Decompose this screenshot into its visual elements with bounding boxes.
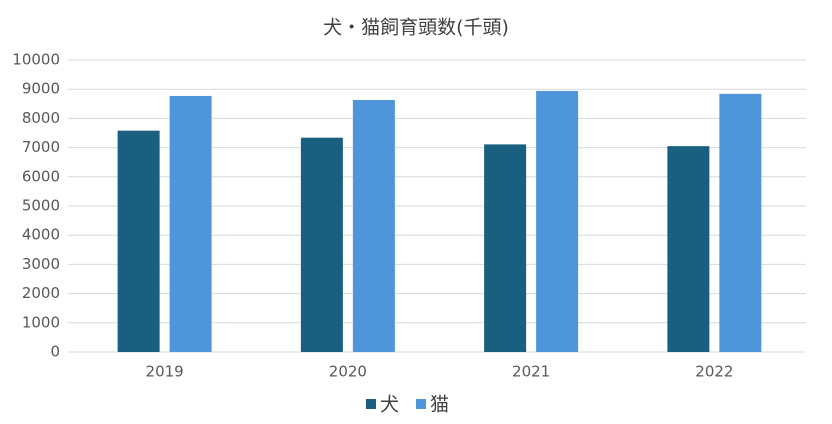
bar (352, 100, 395, 352)
y-tick-label: 4000 (22, 226, 60, 244)
bar (300, 137, 343, 352)
y-tick-label: 6000 (22, 167, 60, 185)
y-tick-label: 10000 (12, 51, 60, 69)
y-tick-label: 0 (50, 343, 60, 361)
y-tick-label: 9000 (22, 80, 60, 98)
bar (667, 146, 710, 352)
x-tick-label: 2019 (146, 363, 184, 381)
bar (169, 95, 212, 352)
y-tick-label: 8000 (22, 109, 60, 127)
bar (484, 144, 527, 352)
legend-label: 犬 (380, 394, 399, 416)
x-tick-label: 2021 (512, 363, 550, 381)
bar (117, 130, 160, 352)
chart-title: 犬・猫飼育頭数(千頭) (323, 17, 509, 39)
x-tick-label: 2022 (695, 363, 733, 381)
y-tick-label: 1000 (22, 313, 60, 331)
y-tick-label: 2000 (22, 284, 60, 302)
legend-swatch (366, 399, 376, 409)
y-tick-label: 7000 (22, 138, 60, 156)
y-tick-label: 3000 (22, 255, 60, 273)
bar (536, 90, 579, 353)
legend-label: 猫 (430, 394, 449, 416)
y-tick-label: 5000 (22, 197, 60, 215)
legend-swatch (416, 399, 426, 409)
x-tick-label: 2020 (329, 363, 367, 381)
bar (719, 93, 762, 352)
